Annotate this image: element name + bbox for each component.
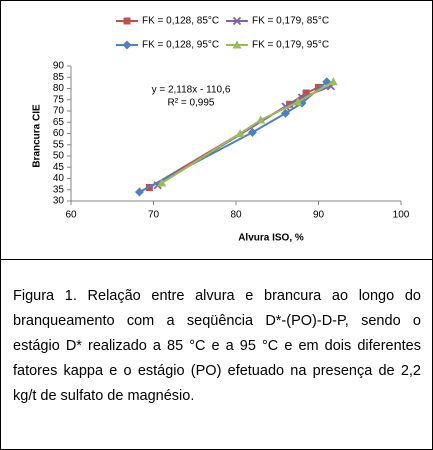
annotation: y = 2,118x - 110,6 [152,85,231,96]
y-tick-label: 50 [53,151,65,162]
x-tick-label: 70 [148,210,160,221]
legend-label: FK = 0,179, 85°C [252,16,329,27]
data-point [302,89,310,97]
legend-marker [232,40,242,49]
divider [1,259,432,260]
legend-marker [122,40,132,50]
legend-marker [232,16,242,26]
y-tick-label: 70 [53,106,65,117]
data-point [235,129,245,137]
y-tick-label: 30 [53,196,65,207]
data-point [157,178,167,187]
y-tick-label: 55 [53,139,65,150]
data-point [281,108,290,118]
y-tick-label: 90 [53,61,65,72]
x-tick-label: 60 [65,210,77,221]
x-tick-label: 80 [230,210,242,221]
data-point [134,187,144,197]
chart: Alvura ISO, % Brancura CIE y = 2,118x - … [32,16,410,244]
x-tick-label: 90 [313,210,325,221]
legend-label: FK = 0,128, 85°C [142,16,219,27]
y-tick-label: 40 [53,173,65,184]
data-point [248,127,257,137]
caption: Figura 1. Relação entre alvura e brancur… [13,288,421,404]
y-tick-label: 75 [53,94,65,105]
data-point [256,115,266,124]
x-tick-label: 100 [393,210,410,221]
annotation: R² = 0,995 [168,98,215,109]
y-tick-label: 80 [53,83,65,94]
y-axis-title: Brancura CIE [32,104,43,168]
y-tick-label: 65 [53,117,65,128]
legend-label: FK = 0,128, 95°C [142,40,219,51]
y-tick-label: 85 [53,72,65,83]
y-tick-label: 60 [53,128,65,139]
y-tick-label: 45 [53,162,65,173]
data-point [328,77,338,86]
y-tick-label: 35 [53,184,65,195]
data-point [315,83,322,91]
x-axis-title: Alvura ISO, % [238,233,304,244]
data-point [293,97,303,106]
legend-marker [123,17,131,25]
legend-label: FK = 0,179, 95°C [252,40,329,51]
